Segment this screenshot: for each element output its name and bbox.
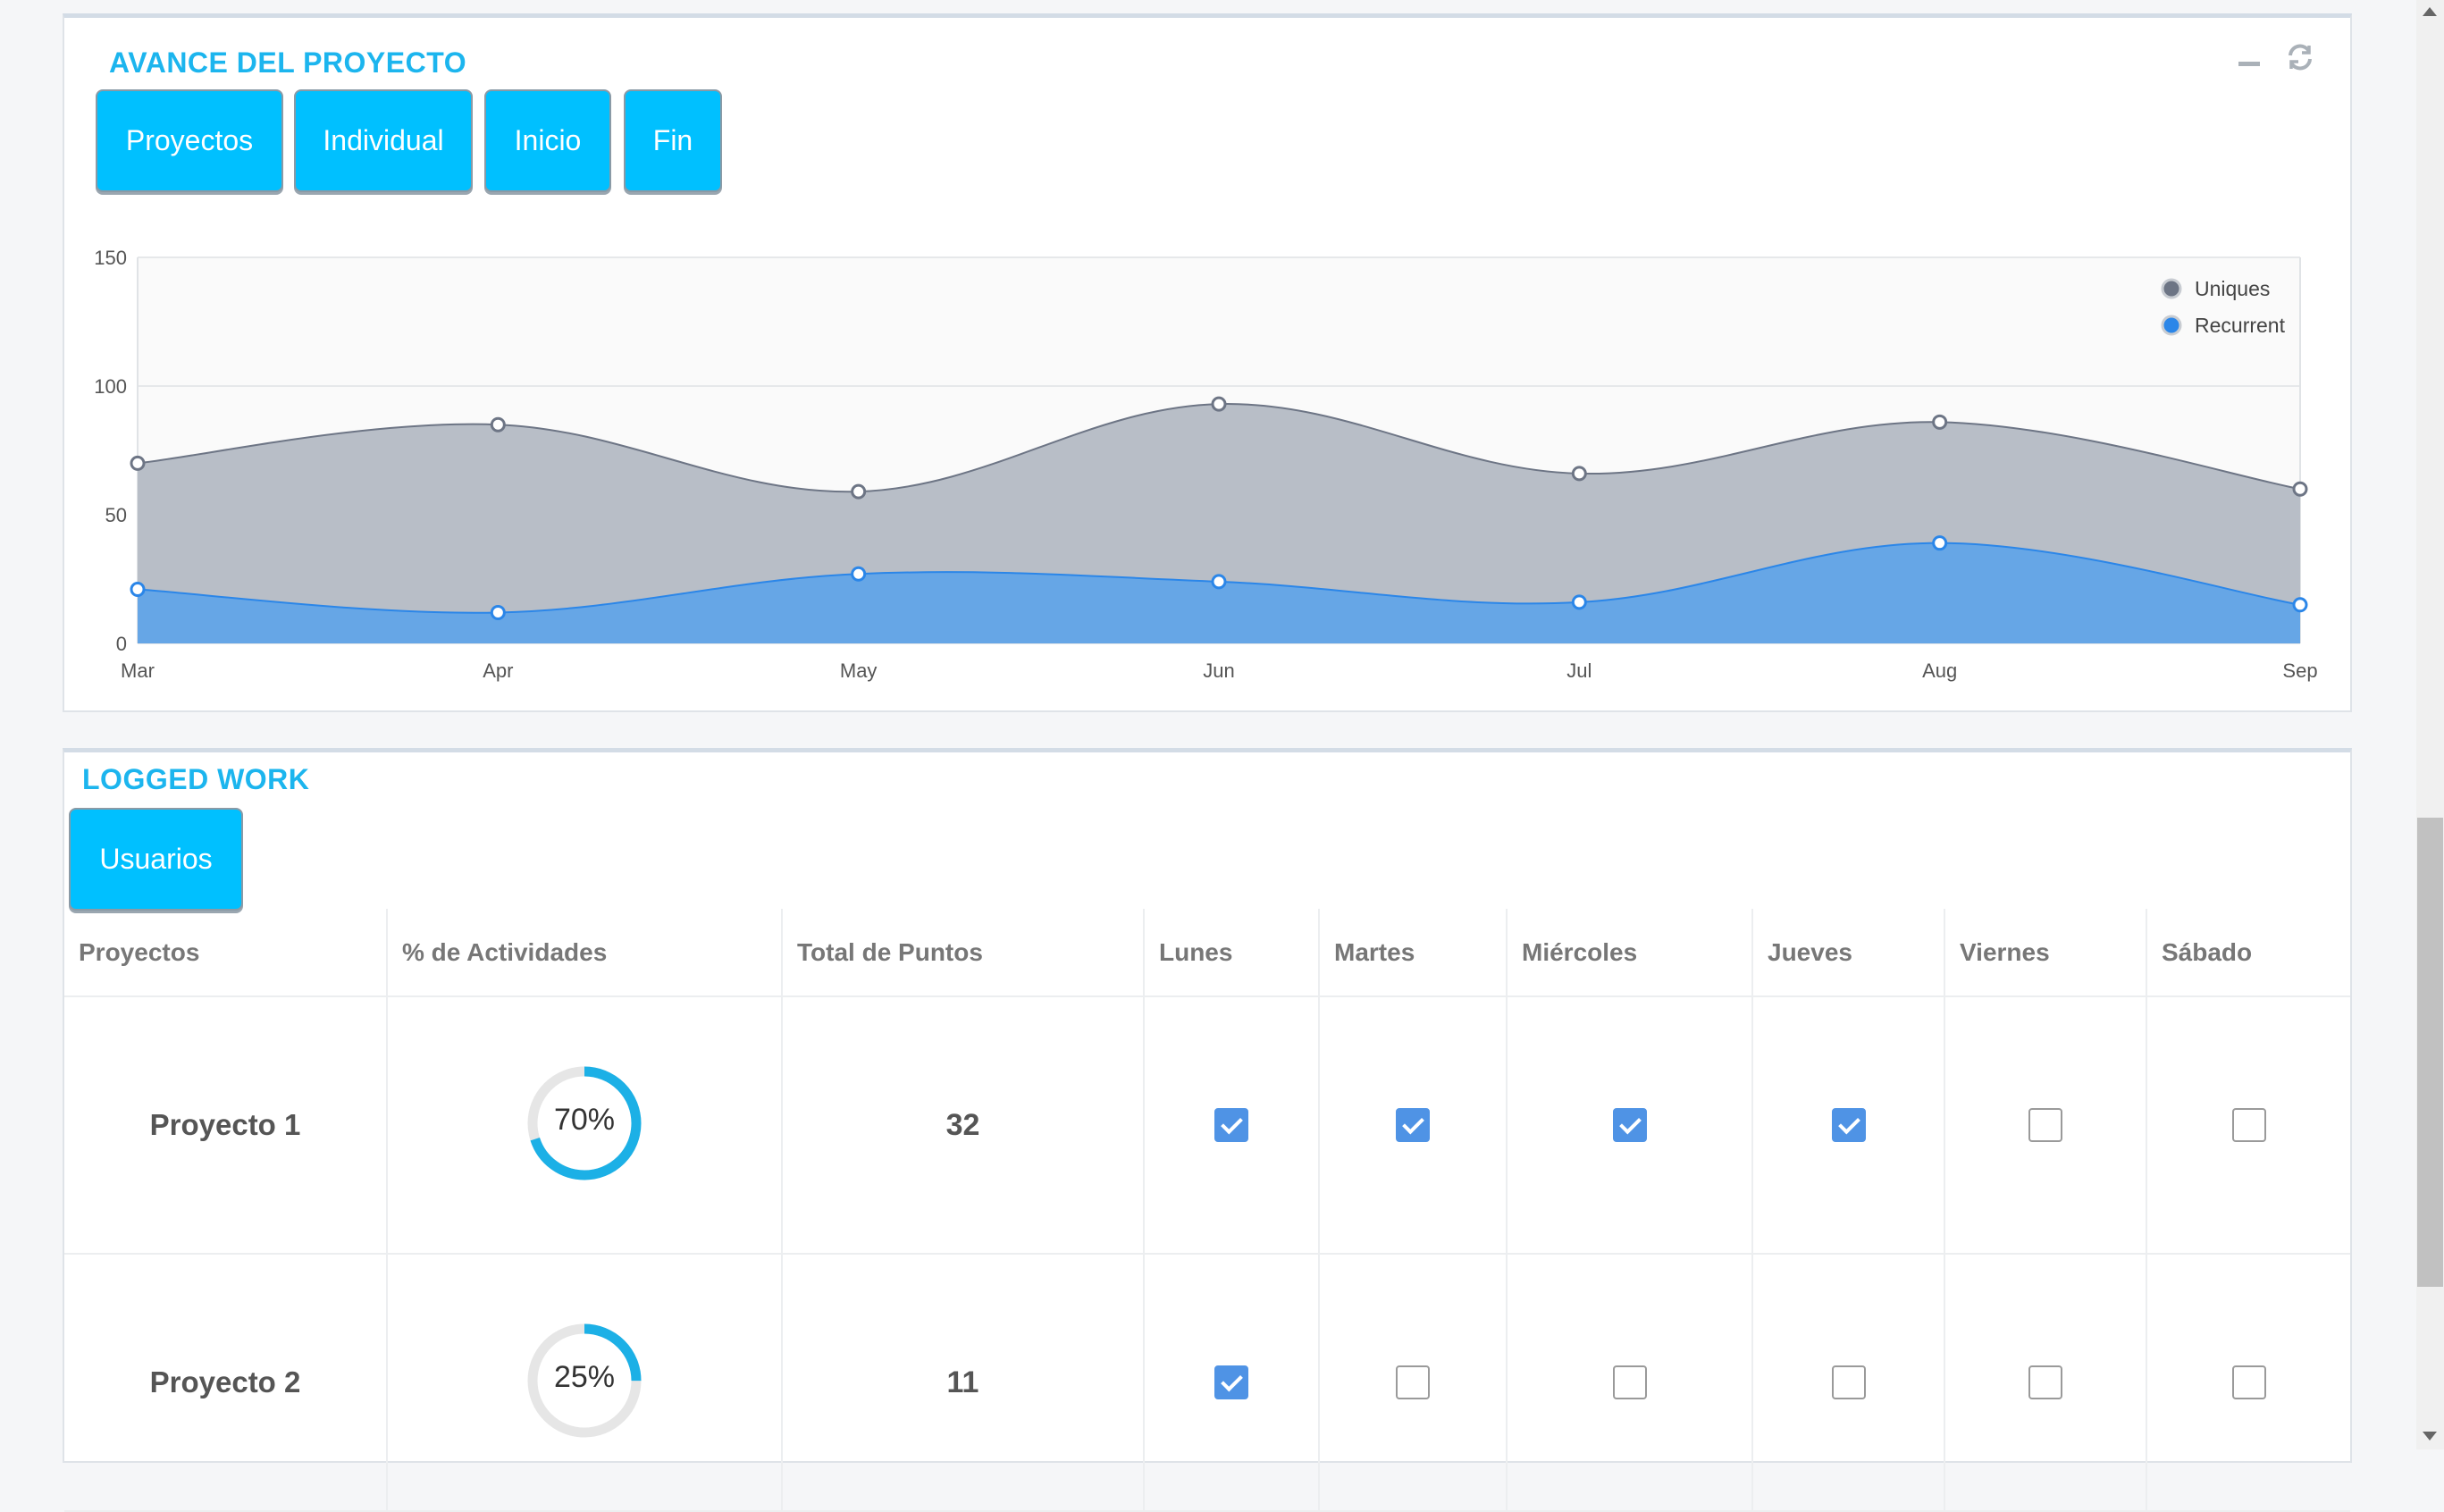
column-header-viernes: Viernes <box>1944 909 2147 997</box>
y-tick-label: 100 <box>94 375 127 398</box>
data-point-uniques[interactable] <box>1211 396 1227 412</box>
scroll-down-arrow[interactable] <box>2423 1432 2437 1441</box>
column-header-miercoles: Miércoles <box>1507 909 1753 997</box>
data-point-uniques[interactable] <box>490 416 506 433</box>
project-cell: Proyecto 2 <box>64 1254 388 1512</box>
data-point-uniques[interactable] <box>1571 466 1587 482</box>
activity-donut: 25% <box>526 1323 642 1439</box>
legend-label[interactable]: Uniques <box>2195 277 2270 300</box>
individual-button[interactable]: Individual <box>294 89 473 192</box>
area-recurrent <box>138 542 2300 643</box>
column-header-proyectos: Proyectos <box>64 909 388 997</box>
data-point-uniques[interactable] <box>130 455 146 471</box>
checkbox-sabado[interactable] <box>2231 1108 2266 1142</box>
column-header-jueves: Jueves <box>1752 909 1945 997</box>
checkbox-martes[interactable] <box>1396 1365 1430 1399</box>
checkbox-miercoles[interactable] <box>1612 1365 1647 1399</box>
day-cell <box>1752 996 1945 1255</box>
legend-marker-recurrent <box>2161 315 2182 336</box>
checkbox-lunes[interactable] <box>1214 1365 1248 1399</box>
panel-title: LOGGED WORK <box>82 763 310 795</box>
activity-cell: 25% <box>387 1254 783 1512</box>
day-cell <box>1319 1254 1508 1512</box>
day-cell <box>1144 1254 1320 1512</box>
total-points: 32 <box>945 1107 980 1142</box>
table-row: Proyecto 2 25% 11 <box>64 1254 2350 1512</box>
x-tick-label: May <box>840 659 878 682</box>
data-point-recurrent[interactable] <box>130 582 146 598</box>
activity-percent: 25% <box>553 1359 616 1394</box>
data-point-uniques[interactable] <box>2292 481 2308 497</box>
activity-donut: 70% <box>526 1065 642 1181</box>
day-cell <box>1507 1254 1753 1512</box>
table-header-row: Proyectos % de Actividades Total de Punt… <box>64 909 2350 997</box>
x-tick-label: Sep <box>2282 659 2317 682</box>
x-tick-label: Apr <box>483 659 513 682</box>
day-cell <box>2146 996 2350 1255</box>
data-point-recurrent[interactable] <box>1571 594 1587 610</box>
checkbox-jueves[interactable] <box>1831 1108 1866 1142</box>
fin-button[interactable]: Fin <box>624 89 722 192</box>
data-point-uniques[interactable] <box>1932 414 1948 430</box>
checkbox-viernes[interactable] <box>2028 1365 2062 1399</box>
legend-marker-uniques <box>2161 278 2182 299</box>
data-point-recurrent[interactable] <box>851 566 867 582</box>
logged-work-table: Proyectos % de Actividades Total de Punt… <box>64 909 2350 1512</box>
day-cell <box>1319 996 1508 1255</box>
day-cell <box>2146 1254 2350 1512</box>
checkbox-sabado[interactable] <box>2231 1365 2266 1399</box>
panel-title: AVANCE DEL PROYECTO <box>109 46 467 79</box>
data-point-recurrent[interactable] <box>490 604 506 620</box>
x-tick-label: Aug <box>1922 659 1957 682</box>
day-cell <box>1507 996 1753 1255</box>
column-header-puntos: Total de Puntos <box>782 909 1145 997</box>
points-cell: 11 <box>782 1254 1145 1512</box>
checkbox-miercoles[interactable] <box>1612 1108 1647 1142</box>
activity-percent: 70% <box>553 1102 616 1137</box>
table-row: Proyecto 1 70% 32 <box>64 996 2350 1255</box>
scrollbar-thumb[interactable] <box>2417 818 2443 1287</box>
day-cell <box>1752 1254 1945 1512</box>
day-cell <box>1944 996 2147 1255</box>
y-tick-label: 0 <box>116 633 127 655</box>
legend-label[interactable]: Recurrent <box>2195 314 2286 337</box>
project-name: Proyecto 2 <box>149 1365 301 1399</box>
column-header-actividades: % de Actividades <box>387 909 783 997</box>
activity-cell: 70% <box>387 996 783 1255</box>
y-tick-label: 150 <box>94 247 127 269</box>
checkbox-lunes[interactable] <box>1214 1108 1248 1142</box>
column-header-lunes: Lunes <box>1144 909 1320 997</box>
y-tick-label: 50 <box>105 504 127 526</box>
usuarios-button[interactable]: Usuarios <box>69 808 243 911</box>
checkbox-viernes[interactable] <box>2028 1108 2062 1142</box>
project-name: Proyecto 1 <box>149 1108 301 1141</box>
data-point-recurrent[interactable] <box>1932 535 1948 551</box>
area-chart: 0 50 100 150 Mar Apr May Jun Jul Aug Sep Uniques R… <box>94 247 2317 682</box>
checkbox-jueves[interactable] <box>1831 1365 1866 1399</box>
project-cell: Proyecto 1 <box>64 996 388 1255</box>
minimize-icon[interactable] <box>2238 52 2261 80</box>
inicio-button[interactable]: Inicio <box>484 89 611 192</box>
day-cell <box>1144 996 1320 1255</box>
x-tick-label: Mar <box>121 659 155 682</box>
column-header-sabado: Sábado <box>2146 909 2350 997</box>
data-point-uniques[interactable] <box>851 483 867 500</box>
data-point-recurrent[interactable] <box>1211 574 1227 590</box>
refresh-icon[interactable] <box>2286 43 2314 76</box>
x-tick-label: Jun <box>1203 659 1234 682</box>
total-points: 11 <box>946 1365 979 1399</box>
logged-work-panel: LOGGED WORK Usuarios Proyectos % de Acti… <box>63 748 2352 1512</box>
checkbox-martes[interactable] <box>1396 1108 1430 1142</box>
data-point-recurrent[interactable] <box>2292 597 2308 613</box>
x-tick-label: Jul <box>1566 659 1592 682</box>
day-cell <box>1944 1254 2147 1512</box>
proyectos-button[interactable]: Proyectos <box>96 89 283 192</box>
points-cell: 32 <box>782 996 1145 1255</box>
project-progress-panel: AVANCE DEL PROYECTO Proyectos Individual… <box>63 13 2352 712</box>
scroll-up-arrow[interactable] <box>2423 7 2437 16</box>
column-header-martes: Martes <box>1319 909 1508 997</box>
